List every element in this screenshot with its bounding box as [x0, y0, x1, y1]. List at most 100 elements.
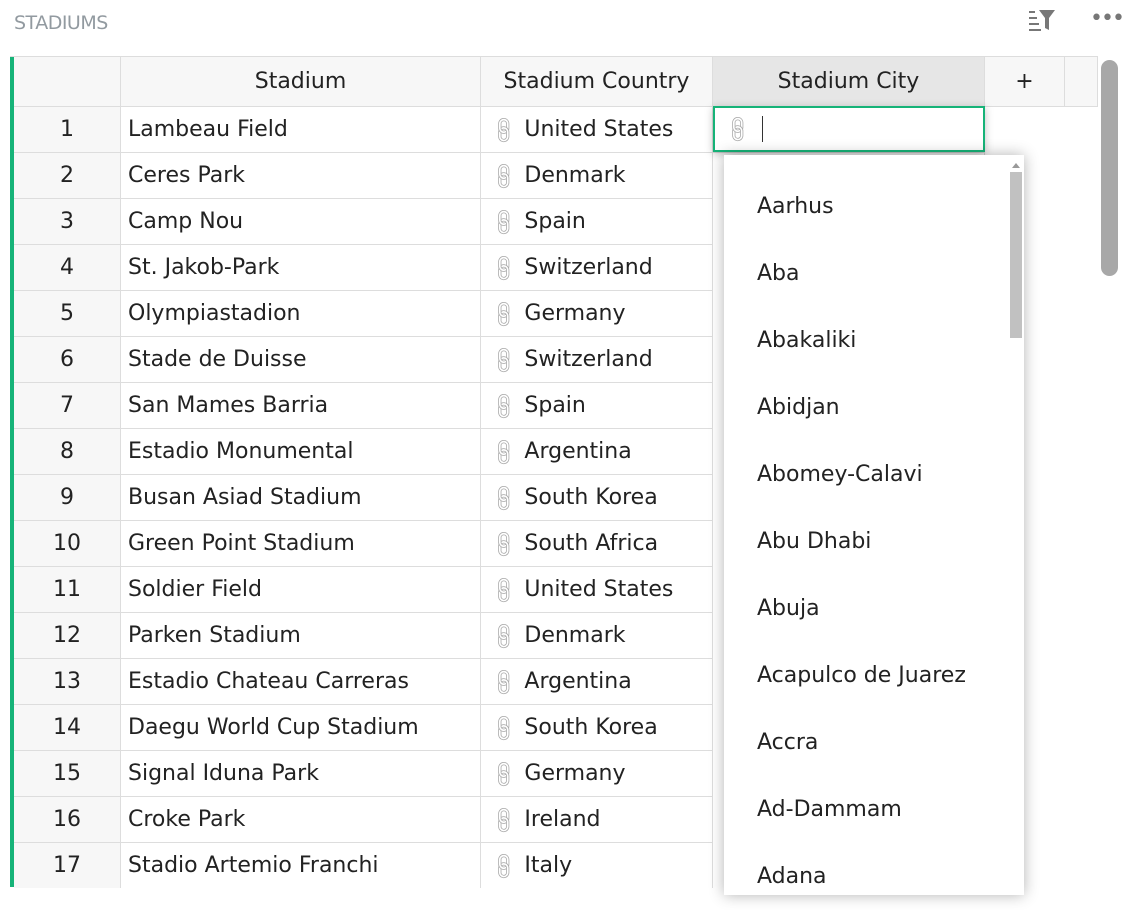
scroll-up-arrow-icon[interactable]: [1012, 159, 1020, 168]
more-options-icon[interactable]: •••: [1090, 6, 1125, 31]
cell-stadium-country[interactable]: 🔗︎ Switzerland: [481, 337, 713, 383]
cell-stadium-country[interactable]: 🔗︎ Ireland: [481, 797, 713, 843]
cell-stadium[interactable]: Estadio Monumental: [121, 429, 481, 475]
row-number[interactable]: 12: [14, 613, 121, 659]
link-icon: 🔗︎: [486, 434, 522, 469]
cell-stadium[interactable]: Estadio Chateau Carreras: [121, 659, 481, 705]
dropdown-option[interactable]: Abomey-Calavi: [757, 462, 923, 487]
country-value: United States: [524, 577, 674, 602]
table-row: 17 Stadio Artemio Franchi 🔗︎ Italy: [14, 843, 985, 888]
row-number[interactable]: 6: [14, 337, 121, 383]
dropdown-option[interactable]: Abidjan: [757, 395, 840, 420]
cell-stadium[interactable]: Parken Stadium: [121, 613, 481, 659]
column-header-stadium-city[interactable]: Stadium City: [713, 57, 985, 107]
dropdown-option[interactable]: Abakaliki: [757, 328, 857, 353]
country-value: Denmark: [524, 163, 626, 188]
row-number[interactable]: 1: [14, 107, 121, 153]
table-row: 9 Busan Asiad Stadium 🔗︎ South Korea: [14, 475, 985, 521]
sort-filter-icon[interactable]: [1027, 8, 1057, 37]
row-number[interactable]: 3: [14, 199, 121, 245]
row-number[interactable]: 9: [14, 475, 121, 521]
dropdown-option[interactable]: Aarhus: [757, 194, 834, 219]
cell-stadium[interactable]: Lambeau Field: [121, 107, 481, 153]
section-active-indicator: [10, 56, 14, 887]
cell-stadium[interactable]: St. Jakob-Park: [121, 245, 481, 291]
cell-stadium-country[interactable]: 🔗︎ Spain: [481, 383, 713, 429]
cell-stadium-country[interactable]: 🔗︎ South Korea: [481, 705, 713, 751]
cell-stadium[interactable]: Stadio Artemio Franchi: [121, 843, 481, 888]
row-number[interactable]: 2: [14, 153, 121, 199]
row-number[interactable]: 14: [14, 705, 121, 751]
dropdown-option[interactable]: Adana: [757, 864, 827, 889]
row-number[interactable]: 15: [14, 751, 121, 797]
cell-stadium-country[interactable]: 🔗︎ Germany: [481, 751, 713, 797]
grid-scrollbar-thumb[interactable]: [1101, 60, 1118, 276]
cell-stadium-country[interactable]: 🔗︎ Denmark: [481, 153, 713, 199]
country-value: South Africa: [524, 531, 659, 556]
row-number[interactable]: 16: [14, 797, 121, 843]
row-number[interactable]: 10: [14, 521, 121, 567]
cell-stadium-country[interactable]: 🔗︎ United States: [481, 567, 713, 613]
cell-stadium[interactable]: Croke Park: [121, 797, 481, 843]
row-number[interactable]: 8: [14, 429, 121, 475]
country-value: South Korea: [524, 715, 658, 740]
cell-stadium-country[interactable]: 🔗︎ Italy: [481, 843, 713, 888]
cell-stadium[interactable]: Olympiastadion: [121, 291, 481, 337]
cell-stadium-country[interactable]: 🔗︎ Argentina: [481, 429, 713, 475]
cell-stadium[interactable]: Busan Asiad Stadium: [121, 475, 481, 521]
cell-stadium[interactable]: Green Point Stadium: [121, 521, 481, 567]
city-cell-editor[interactable]: 🔗︎: [713, 106, 985, 152]
cell-stadium[interactable]: Stade de Duisse: [121, 337, 481, 383]
dropdown-option[interactable]: Abu Dhabi: [757, 529, 872, 554]
dropdown-scrollbar[interactable]: [1010, 163, 1022, 892]
cell-stadium[interactable]: Daegu World Cup Stadium: [121, 705, 481, 751]
cell-stadium-country[interactable]: 🔗︎ South Africa: [481, 521, 713, 567]
cell-stadium[interactable]: Signal Iduna Park: [121, 751, 481, 797]
dropdown-option[interactable]: Acapulco de Juarez: [757, 663, 966, 688]
country-value: Spain: [524, 209, 586, 234]
cell-stadium-country[interactable]: 🔗︎ Argentina: [481, 659, 713, 705]
link-icon: 🔗︎: [720, 111, 756, 147]
row-number[interactable]: 5: [14, 291, 121, 337]
cell-stadium[interactable]: Soldier Field: [121, 567, 481, 613]
row-number[interactable]: 11: [14, 567, 121, 613]
cell-stadium-country[interactable]: 🔗︎ South Korea: [481, 475, 713, 521]
cell-stadium[interactable]: Ceres Park: [121, 153, 481, 199]
row-number[interactable]: 17: [14, 843, 121, 888]
dropdown-scrollbar-thumb[interactable]: [1010, 172, 1022, 338]
row-number[interactable]: 7: [14, 383, 121, 429]
country-value: Germany: [524, 301, 626, 326]
cell-stadium-country[interactable]: 🔗︎ Germany: [481, 291, 713, 337]
row-number[interactable]: 4: [14, 245, 121, 291]
table-row: 16 Croke Park 🔗︎ Ireland: [14, 797, 985, 843]
link-icon: 🔗︎: [486, 618, 522, 653]
country-value: Switzerland: [524, 347, 653, 372]
table-row: 5 Olympiastadion 🔗︎ Germany: [14, 291, 985, 337]
table-row: 6 Stade de Duisse 🔗︎ Switzerland: [14, 337, 985, 383]
link-icon: 🔗︎: [486, 204, 522, 239]
cell-stadium[interactable]: Camp Nou: [121, 199, 481, 245]
header-filler: [1065, 57, 1098, 107]
column-header-stadium-country[interactable]: Stadium Country: [481, 57, 713, 107]
cell-stadium-country[interactable]: 🔗︎ Spain: [481, 199, 713, 245]
row-number-header[interactable]: [14, 57, 121, 107]
dropdown-option[interactable]: Accra: [757, 730, 819, 755]
table-row: 4 St. Jakob-Park 🔗︎ Switzerland: [14, 245, 985, 291]
header-row: Stadium Stadium Country Stadium City +: [14, 57, 1098, 107]
dropdown-option[interactable]: Abuja: [757, 596, 820, 621]
link-icon: 🔗︎: [486, 848, 522, 883]
add-column-button[interactable]: +: [985, 57, 1065, 107]
country-value: Argentina: [524, 669, 632, 694]
cell-stadium-country[interactable]: 🔗︎ Denmark: [481, 613, 713, 659]
row-number[interactable]: 13: [14, 659, 121, 705]
column-header-stadium[interactable]: Stadium: [121, 57, 481, 107]
dropdown-option[interactable]: Aba: [757, 261, 800, 286]
dropdown-option[interactable]: Ad-Dammam: [757, 797, 902, 822]
text-caret: [762, 116, 764, 142]
table-row: 2 Ceres Park 🔗︎ Denmark: [14, 153, 985, 199]
cell-stadium[interactable]: San Mames Barria: [121, 383, 481, 429]
cell-stadium-country[interactable]: 🔗︎ Switzerland: [481, 245, 713, 291]
link-icon: 🔗︎: [486, 664, 522, 699]
cell-stadium-country[interactable]: 🔗︎ United States: [481, 107, 713, 153]
link-icon: 🔗︎: [486, 112, 522, 147]
